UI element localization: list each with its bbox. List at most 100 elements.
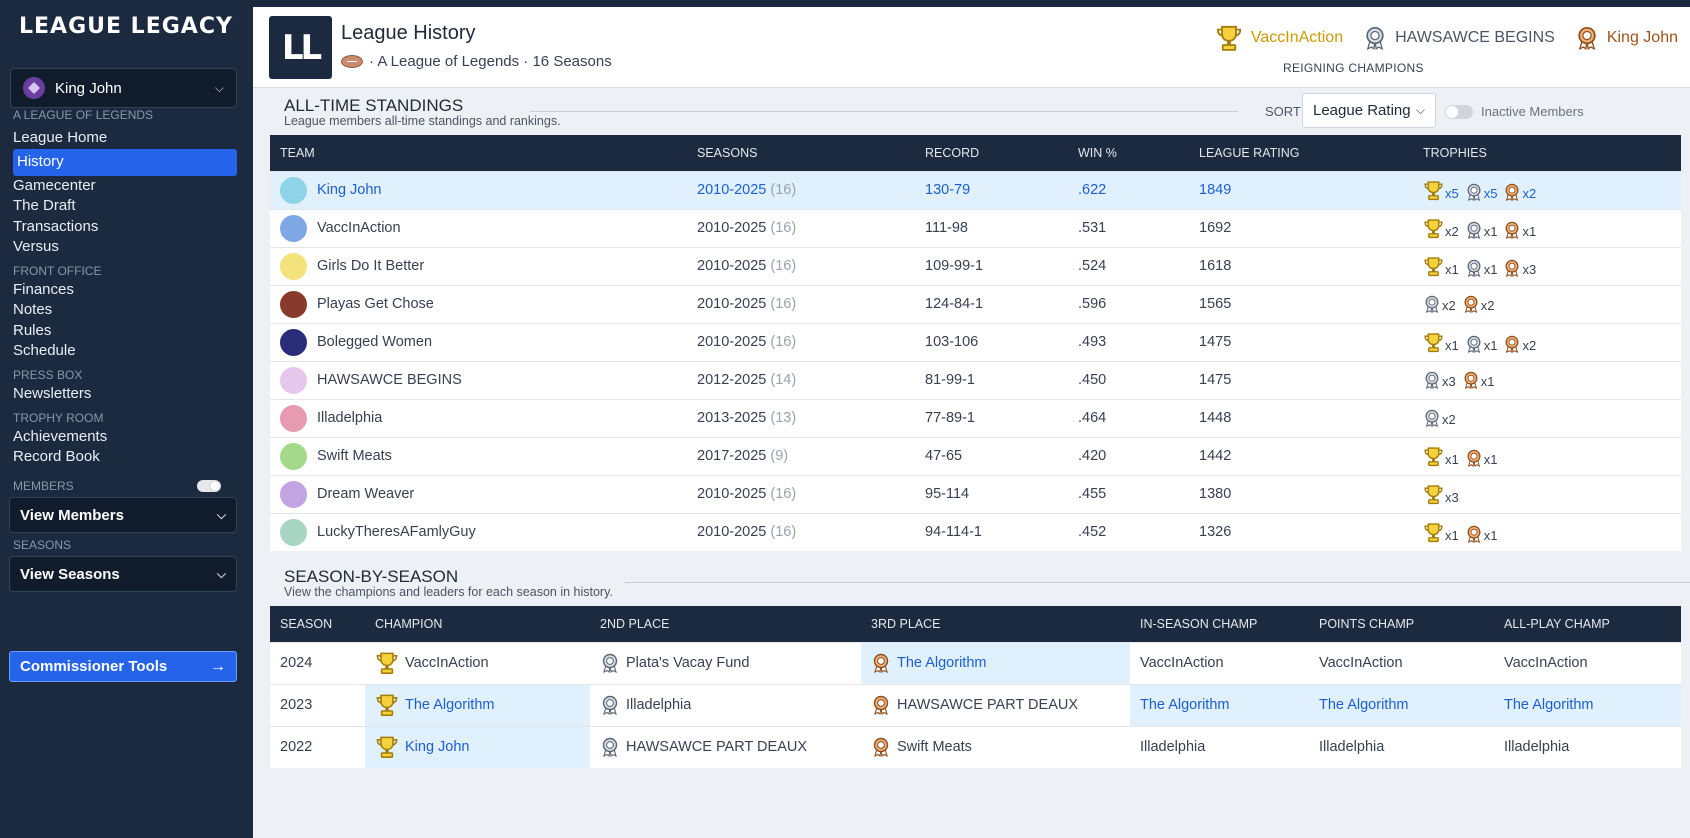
column-header[interactable]: POINTS CHAMP — [1309, 606, 1494, 642]
table-row[interactable]: 2022 King John HAWSAWCE PART DEAUX Swift Me… — [270, 725, 1681, 768]
second-team[interactable]: HAWSAWCE PART DEAUX — [600, 737, 851, 758]
team[interactable]: Bolegged Women — [280, 328, 677, 356]
sidebar-item-finances[interactable]: Finances — [13, 281, 74, 298]
team[interactable]: HAWSAWCE BEGINS — [280, 366, 677, 394]
toggle-switch[interactable] — [1445, 104, 1473, 119]
champ-cell[interactable]: King John — [365, 725, 590, 768]
table-row[interactable]: Bolegged Women 2010-2025 (16) 103-106.493 1… — [270, 322, 1681, 361]
column-header[interactable]: WIN % — [1068, 135, 1189, 171]
commissioner-tools-button[interactable]: Commissioner Tools → — [9, 651, 237, 682]
column-header[interactable]: LEAGUE RATING — [1189, 135, 1413, 171]
sidebar-item-rules[interactable]: Rules — [13, 322, 52, 339]
team-name[interactable]: LuckyTheresAFamlyGuy — [317, 524, 476, 541]
reigning-champion[interactable]: HAWSAWCE BEGINS — [1363, 26, 1555, 50]
third-cell[interactable]: Swift Meats — [861, 725, 1130, 768]
column-header[interactable]: IN-SEASON CHAMP — [1130, 606, 1309, 642]
sidebar-item-league-home[interactable]: League Home — [13, 129, 108, 146]
table-row[interactable]: Playas Get Chose 2010-2025 (16) 124-84-1.5… — [270, 284, 1681, 323]
team[interactable]: VaccInAction — [280, 214, 677, 242]
table-row[interactable]: Illadelphia 2013-2025 (13) 77-89-1.464 1448… — [270, 398, 1681, 437]
allplay-cell[interactable]: Illadelphia — [1494, 725, 1681, 768]
team[interactable]: Playas Get Chose — [280, 290, 677, 318]
points-cell[interactable]: The Algorithm — [1309, 683, 1494, 726]
column-header[interactable]: ALL-PLAY CHAMP — [1494, 606, 1681, 642]
team-name[interactable]: Girls Do It Better — [317, 258, 425, 274]
table-row[interactable]: 2023 The Algorithm Illadelphia HAWSAWCE PAR… — [270, 683, 1681, 726]
champ-team[interactable]: VaccInAction — [375, 651, 580, 675]
team-name[interactable]: Bolegged Women — [317, 334, 433, 350]
column-header[interactable]: 2ND PLACE — [590, 606, 861, 642]
second-team[interactable]: Plata's Vacay Fund — [600, 653, 851, 673]
team[interactable]: King John — [280, 176, 677, 204]
sort-select[interactable]: League Rating ⌵ — [1302, 93, 1436, 128]
team[interactable]: Girls Do It Better — [280, 252, 677, 280]
second-team[interactable]: Illadelphia — [600, 695, 851, 715]
table-row[interactable]: Girls Do It Better 2010-2025 (16) 109-99-1… — [270, 246, 1681, 285]
sidebar-item-achievements[interactable]: Achievements — [13, 428, 108, 445]
team-name[interactable]: King John — [317, 182, 382, 198]
column-header[interactable]: SEASONS — [687, 135, 915, 171]
team[interactable]: Dream Weaver — [280, 480, 677, 508]
column-header[interactable]: RECORD — [915, 135, 1068, 171]
view-seasons-dropdown[interactable]: View Seasons ⌵ — [9, 556, 237, 592]
team-name[interactable]: VaccInAction — [317, 220, 401, 236]
team-name[interactable]: HAWSAWCE BEGINS — [317, 372, 462, 388]
team-name[interactable]: Dream Weaver — [317, 486, 415, 502]
points-cell[interactable]: Illadelphia — [1309, 725, 1494, 768]
user-select[interactable]: King John ⌵ — [10, 68, 237, 108]
members-toggle[interactable] — [197, 480, 221, 492]
inseason-cell[interactable]: The Algorithm — [1130, 683, 1309, 726]
second-cell[interactable]: Plata's Vacay Fund — [590, 641, 861, 684]
table-row[interactable]: Dream Weaver 2010-2025 (16) 95-114.455 1380… — [270, 474, 1681, 513]
sidebar-item-record-book[interactable]: Record Book — [13, 448, 100, 465]
column-header[interactable]: TEAM — [270, 135, 687, 171]
inseason-cell[interactable]: VaccInAction — [1130, 641, 1309, 684]
sidebar-item-history[interactable]: History — [13, 149, 237, 176]
seasons-cell: 2017-2025 (9) — [687, 436, 915, 475]
team-name[interactable]: Swift Meats — [317, 448, 392, 464]
third-team[interactable]: HAWSAWCE PART DEAUX — [871, 695, 1120, 715]
column-header[interactable]: TROPHIES — [1413, 135, 1681, 171]
third-team[interactable]: The Algorithm — [871, 653, 1120, 673]
table-row[interactable]: Swift Meats 2017-2025 (9) 47-65.420 1442 x1 x… — [270, 436, 1681, 475]
view-members-dropdown[interactable]: View Members ⌵ — [9, 497, 237, 533]
team[interactable]: LuckyTheresAFamlyGuy — [280, 518, 677, 546]
table-row[interactable]: King John 2010-2025 (16) 130-79.622 1849 x5 x… — [270, 170, 1681, 209]
third-cell[interactable]: The Algorithm — [861, 641, 1130, 684]
column-header[interactable]: 3RD PLACE — [861, 606, 1130, 642]
table-row[interactable]: VaccInAction 2010-2025 (16) 111-98.531 1692… — [270, 208, 1681, 247]
table-row[interactable]: 2024 VaccInAction Plata's Vacay Fund The Al… — [270, 641, 1681, 684]
allplay-cell[interactable]: The Algorithm — [1494, 683, 1681, 726]
table-row[interactable]: LuckyTheresAFamlyGuy 2010-2025 (16) 94-114… — [270, 512, 1681, 551]
team-name[interactable]: Illadelphia — [317, 410, 383, 426]
team-name[interactable]: Playas Get Chose — [317, 296, 434, 312]
champ-cell[interactable]: The Algorithm — [365, 683, 590, 726]
sidebar-item-the-draft[interactable]: The Draft — [13, 197, 76, 214]
second-cell[interactable]: Illadelphia — [590, 683, 861, 726]
reigning-champion[interactable]: King John — [1575, 26, 1678, 50]
champ-team[interactable]: King John — [375, 735, 580, 759]
table-row[interactable]: HAWSAWCE BEGINS 2012-2025 (14) 81-99-1.450… — [270, 360, 1681, 399]
sidebar-item-versus[interactable]: Versus — [13, 238, 59, 255]
column-header[interactable]: SEASON — [270, 606, 365, 642]
inactive-members-toggle[interactable]: Inactive Members — [1445, 104, 1584, 119]
sidebar-item-transactions[interactable]: Transactions — [13, 218, 99, 235]
second-cell[interactable]: HAWSAWCE PART DEAUX — [590, 725, 861, 768]
third-cell[interactable]: HAWSAWCE PART DEAUX — [861, 683, 1130, 726]
sidebar-item-notes[interactable]: Notes — [13, 301, 53, 318]
inseason-cell[interactable]: Illadelphia — [1130, 725, 1309, 768]
sidebar-item-schedule[interactable]: Schedule — [13, 342, 76, 359]
sidebar-item-gamecenter[interactable]: Gamecenter — [13, 177, 96, 194]
sidebar-item-newsletters[interactable]: Newsletters — [13, 385, 92, 402]
points-cell[interactable]: VaccInAction — [1309, 641, 1494, 684]
column-header[interactable]: CHAMPION — [365, 606, 590, 642]
champ-team[interactable]: The Algorithm — [375, 693, 580, 717]
season-range: 2013-2025 — [697, 410, 767, 426]
team[interactable]: Illadelphia — [280, 404, 677, 432]
champ-cell[interactable]: VaccInAction — [365, 641, 590, 684]
third-team[interactable]: Swift Meats — [871, 737, 1120, 758]
app-logo[interactable]: LEAGUE LEGACY — [19, 14, 233, 39]
allplay-cell[interactable]: VaccInAction — [1494, 641, 1681, 684]
reigning-champion[interactable]: VaccInAction — [1215, 24, 1343, 52]
team[interactable]: Swift Meats — [280, 442, 677, 470]
